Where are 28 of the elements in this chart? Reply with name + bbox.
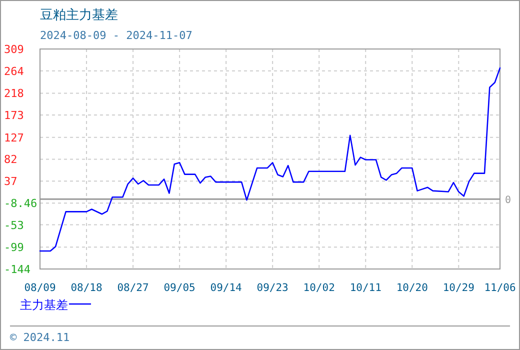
- y-tick-label: 82: [4, 153, 18, 166]
- x-tick-label: 09/05: [164, 282, 196, 294]
- x-tick-label: 08/18: [70, 282, 102, 294]
- x-tick-label: 08/09: [24, 282, 56, 294]
- x-tick-label: 09/23: [256, 282, 288, 294]
- y-tick-label: 309: [4, 43, 24, 56]
- y-tick-label: -99: [4, 241, 24, 254]
- legend-label: 主力基差: [20, 298, 68, 312]
- y-tick-label: 37: [4, 175, 18, 188]
- y-tick-label: -8.46: [4, 197, 38, 210]
- x-tick-label: 11/06: [484, 282, 516, 294]
- y-tick-label: -53: [4, 218, 24, 232]
- chart-subtitle: 2024-08-09 - 2024-11-07: [40, 29, 192, 42]
- x-tick-label: 10/20: [396, 282, 428, 294]
- y-tick-label: -144: [4, 263, 31, 276]
- ref-line-label: 0: [505, 195, 512, 206]
- y-tick-label: 173: [4, 109, 24, 122]
- text: © 2024.11: [10, 331, 70, 344]
- x-tick-label: 10/11: [350, 282, 382, 294]
- y-tick-label: 218: [4, 87, 24, 100]
- y-tick-label: 127: [4, 131, 24, 144]
- chart-title: 豆粕主力基差: [40, 7, 118, 22]
- x-tick-label: 10/29: [442, 282, 474, 294]
- x-tick-label: 08/27: [117, 282, 149, 294]
- y-tick-label: 264: [4, 64, 24, 78]
- x-tick-label: 09/14: [210, 282, 242, 294]
- x-tick-label: 10/02: [303, 282, 335, 294]
- line-series: [39, 67, 501, 252]
